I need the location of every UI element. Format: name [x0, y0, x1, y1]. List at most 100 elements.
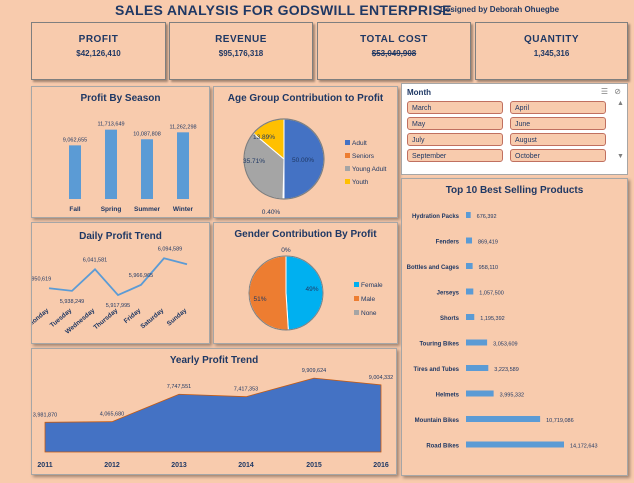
yearly-category-label: 2014: [238, 462, 254, 469]
season-chart: 9,062,655 Fall 11,713,649 Spring 10,087,808 S…: [63, 122, 197, 213]
age-data-label: 50.00%: [292, 157, 314, 164]
yearly-data-label: 4,065,680: [100, 412, 124, 418]
gender-legend-label: Female: [361, 282, 383, 289]
product-category-label: Shorts: [440, 316, 460, 322]
daily-data-label: 5,950,619: [32, 276, 51, 282]
month-slicer[interactable]: Month ☰ ⊘ March April May June July Augu…: [401, 83, 628, 175]
age-chart-panel: Age Group Contribution to Profit 50.00% 0…: [213, 86, 398, 218]
daily-chart: 5,950,619 5,938,249 6,041,581 5,917,995 5,96…: [32, 246, 189, 335]
slicer-item-october[interactable]: October: [510, 149, 606, 162]
kpi-profit-card: PROFIT $42,126,410: [31, 22, 166, 80]
month-slicer-header: Month: [407, 88, 431, 97]
gender-pie-outline: [248, 255, 324, 331]
daily-category-label: Friday: [123, 307, 143, 325]
product-category-label: Fenders: [436, 240, 460, 246]
yearly-category-label: 2012: [104, 462, 120, 469]
age-legend-swatch: [345, 140, 350, 145]
yearly-category-label: 2015: [306, 462, 322, 469]
kpi-profit-value: $42,126,410: [76, 49, 121, 58]
season-category-label: Summer: [134, 206, 160, 213]
gender-chart-title: Gender Contribution By Profit: [234, 229, 377, 240]
product-category-label: Touring Bikes: [419, 342, 459, 348]
multi-select-icon[interactable]: ☰: [600, 87, 609, 96]
slicer-item-march[interactable]: March: [407, 101, 503, 114]
season-category-label: Fall: [69, 206, 80, 213]
product-data-label: 3,995,332: [500, 393, 524, 399]
product-data-label: 958,110: [479, 265, 498, 271]
product-category-label: Hydration Packs: [412, 214, 460, 220]
gender-legend-swatch: [354, 296, 359, 301]
gender-chart-panel: Gender Contribution By Profit 49% 51% 0% Fe…: [213, 222, 398, 344]
age-chart-title: Age Group Contribution to Profit: [227, 93, 384, 104]
products-chart: Hydration Packs 676,392 Fenders 869,419 Bott…: [407, 212, 598, 450]
product-category-label: Helmets: [436, 393, 460, 399]
kpi-quantity-card: QUANTITY 1,345,316: [475, 22, 628, 80]
gender-data-label: 51%: [253, 296, 266, 303]
slicer-item-august[interactable]: August: [510, 133, 606, 146]
kpi-total-cost-value: $53,049,908: [371, 49, 417, 58]
daily-category-label: Monday: [32, 307, 51, 328]
yearly-data-label: 7,417,353: [234, 387, 258, 393]
slicer-scrollbar[interactable]: ▲ ▼: [616, 100, 625, 172]
product-bar: [466, 288, 474, 295]
scroll-down-icon[interactable]: ▼: [617, 153, 624, 160]
daily-chart-title: Daily Profit Trend: [79, 231, 162, 242]
product-bar: [466, 212, 471, 218]
yearly-category-label: 2016: [373, 462, 389, 469]
slicer-item-april[interactable]: April: [510, 101, 606, 114]
product-data-label: 14,172,643: [570, 444, 598, 450]
scroll-up-icon[interactable]: ▲: [617, 100, 624, 107]
age-pie-outline: [243, 118, 325, 200]
yearly-data-label: 9,004,332: [369, 375, 393, 381]
season-bar: [141, 139, 153, 199]
season-chart-panel: Profit By Season 9,062,655 Fall 11,713,649…: [31, 86, 210, 218]
slicer-item-september[interactable]: September: [407, 149, 503, 162]
age-legend-label: Seniors: [352, 153, 375, 160]
slicer-item-june[interactable]: June: [510, 117, 606, 130]
product-category-label: Road Bikes: [426, 444, 459, 450]
daily-data-label: 5,917,995: [106, 303, 130, 309]
product-data-label: 3,223,589: [494, 367, 518, 373]
gender-legend-swatch: [354, 282, 359, 287]
season-bar: [105, 129, 117, 199]
gender-slice: [248, 255, 289, 331]
daily-chart-panel: Daily Profit Trend 5,950,619 5,938,249 6,0…: [31, 222, 210, 344]
product-bar: [466, 263, 473, 269]
kpi-total-cost-label: TOTAL COST: [360, 34, 428, 45]
product-bar: [466, 441, 564, 448]
daily-category-label: Thursday: [92, 307, 119, 331]
season-data-label: 11,262,298: [169, 124, 196, 130]
product-bar: [466, 237, 473, 244]
gender-data-label: 49%: [305, 286, 318, 293]
yearly-category-label: 2011: [37, 462, 52, 469]
product-data-label: 869,419: [478, 240, 498, 246]
season-data-label: 10,087,808: [133, 131, 161, 137]
daily-data-label: 6,094,589: [158, 246, 182, 252]
yearly-chart: 3,981,870 4,065,680 7,747,551 7,417,353 9,90…: [33, 368, 393, 469]
product-data-label: 1,057,500: [479, 291, 503, 297]
slicer-item-july[interactable]: July: [407, 133, 503, 146]
products-chart-title: Top 10 Best Selling Products: [445, 185, 584, 196]
product-bar: [466, 390, 494, 397]
product-bar: [466, 339, 488, 346]
dashboard-title: SALES ANALYSIS FOR GODSWILL ENTERPRISE: [115, 2, 452, 18]
clear-filter-icon[interactable]: ⊘: [614, 87, 621, 96]
age-legend-label: Young Adult: [352, 166, 387, 173]
age-legend-label: Youth: [352, 179, 369, 186]
daily-data-label: 5,938,249: [60, 299, 84, 305]
slicer-controls: ☰ ⊘: [601, 87, 621, 96]
gender-chart: 49% 51% 0% Female Male None: [248, 247, 383, 331]
daily-trend-line: [48, 257, 188, 297]
product-data-label: 1,195,392: [480, 316, 504, 322]
kpi-profit-label: PROFIT: [78, 34, 119, 45]
age-data-label: 0.40%: [262, 209, 281, 216]
yearly-data-label: 3,981,870: [33, 412, 57, 418]
slicer-item-may[interactable]: May: [407, 117, 503, 130]
yearly-category-label: 2013: [171, 462, 187, 469]
product-data-label: 676,392: [477, 214, 497, 220]
age-data-label: 13.89%: [253, 134, 275, 141]
daily-data-label: 5,966,965: [129, 273, 153, 279]
season-category-label: Winter: [173, 206, 194, 213]
gender-legend-label: Male: [361, 296, 375, 303]
product-bar: [466, 314, 475, 320]
